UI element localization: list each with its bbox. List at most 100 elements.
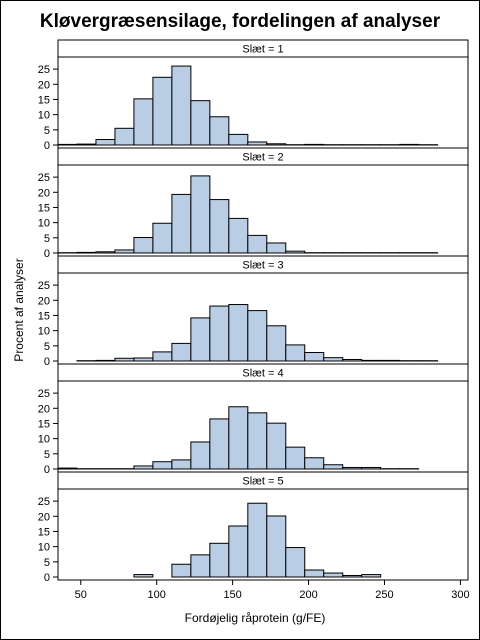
panel-5-bar-17 (361, 574, 382, 578)
panel-2-bar-13 (285, 250, 306, 254)
panel-3-bar-17 (361, 359, 382, 362)
panel-3-bar-11 (247, 310, 268, 362)
panel-1-strip-label: Slæt = 1 (242, 44, 283, 56)
panel-4-bar-6 (152, 461, 173, 470)
panel-4-bar-10 (228, 406, 249, 470)
panel-3-y-tick-label-20: 20 (38, 295, 50, 307)
panel-3-bar-10 (228, 304, 249, 362)
panel-2-y-tick-label-15: 15 (38, 202, 50, 214)
panel-4-y-tick-label-15: 15 (38, 418, 50, 430)
panel-5-bar-11 (247, 502, 268, 578)
x-tick-label-300: 300 (451, 589, 469, 601)
panel-3-strip-label: Slæt = 3 (242, 260, 283, 272)
panel-3-bar-9 (209, 305, 230, 362)
panel-1-bar-2 (76, 143, 97, 146)
panel-4: Slæt = 4 0 5 10 15 20 25 (38, 363, 469, 476)
panel-3-bar-12 (266, 325, 287, 362)
panel-3-y-tick-label-15: 15 (38, 310, 50, 322)
panel-1-bar-5 (133, 98, 154, 146)
x-axis-label: Fordøjelig råprotein (g/FE) (185, 611, 326, 625)
panel-4-bar-7 (171, 459, 192, 470)
x-tick-label-200: 200 (299, 589, 317, 601)
chart-title: Kløvergræsensilage, fordelingen af analy… (40, 11, 441, 32)
panel-2-bar-8 (190, 175, 211, 254)
panel-4-bar-9 (209, 418, 230, 470)
panel-1-y-tick-label-0: 0 (44, 140, 50, 152)
panel-1-bar-7 (171, 65, 192, 146)
panel-2-bar-11 (247, 234, 268, 254)
panel-4-y-tick-label-25: 25 (38, 388, 50, 400)
panel-3-bar-16 (342, 358, 363, 362)
panel-2-bar-10 (228, 217, 249, 254)
panel-4-bar-16 (342, 466, 363, 470)
panel-4-bar-8 (190, 441, 211, 470)
panel-1-y-tick-label-15: 15 (38, 94, 50, 106)
panel-4-bar-13 (285, 446, 306, 470)
panel-3-bar-18 (380, 359, 401, 362)
panel-5-strip-label: Slæt = 5 (242, 476, 283, 488)
panel-2-y-tick-label-25: 25 (38, 172, 50, 184)
panel-5-y-tick-label-15: 15 (38, 526, 50, 538)
panel-5-y-tick-label-0: 0 (44, 572, 50, 584)
panel-5: Slæt = 5 0 5 10 15 20 25 (38, 471, 469, 584)
panel-2-bar-12 (266, 242, 287, 254)
panel-3-bar-5 (133, 357, 154, 362)
panel-4-strip-label: Slæt = 4 (242, 368, 283, 380)
panel-4-bar-15 (323, 464, 344, 470)
panel-5-bar-13 (285, 547, 306, 578)
x-tick-label-50: 50 (75, 589, 87, 601)
panel-5-bar-10 (228, 525, 249, 578)
panel-5-bar-8 (190, 554, 211, 578)
panel-2-y-tick-label-0: 0 (44, 248, 50, 260)
panel-1-bar-19 (399, 143, 420, 146)
panel-1-bar-4 (114, 127, 135, 146)
panel-4-y-tick-label-5: 5 (44, 449, 50, 461)
panel-1-y-tick-label-10: 10 (38, 110, 50, 122)
panel-3-bar-3 (95, 359, 116, 362)
x-tick-label-150: 150 (223, 589, 241, 601)
panel-3-bar-14 (304, 352, 325, 362)
panel-2-bar-5 (133, 237, 154, 254)
x-tick-label-250: 250 (375, 589, 393, 601)
panel-1-bar-14 (304, 143, 325, 146)
panel-1-bar-6 (152, 76, 173, 146)
panel-2-y-tick-label-20: 20 (38, 187, 50, 199)
panel-1-y-tick-label-25: 25 (38, 64, 50, 76)
panel-4-bar-14 (304, 457, 325, 470)
x-axis: 50 100 150 200 250 300 (75, 580, 470, 601)
panel-3-y-tick-label-25: 25 (38, 280, 50, 292)
panel-3-bar-4 (114, 357, 135, 362)
panel-3-bar-15 (323, 357, 344, 362)
panel-4-y-tick-label-20: 20 (38, 403, 50, 415)
panel-5-bar-14 (304, 569, 325, 578)
x-tick-label-100: 100 (148, 589, 166, 601)
panel-4-bar-5 (133, 465, 154, 470)
panel-1-y-tick-label-5: 5 (44, 125, 50, 137)
panel-5-bar-12 (266, 515, 287, 578)
panel-3: Slæt = 3 0 5 10 15 20 25 (38, 255, 469, 368)
panel-2-bar-2 (76, 251, 97, 254)
panel-3-bar-7 (171, 342, 192, 362)
panel-5-y-tick-label-10: 10 (38, 542, 50, 554)
panel-5-y-tick-label-25: 25 (38, 496, 50, 508)
panel-5-y-tick-label-5: 5 (44, 557, 50, 569)
panel-4-bar-11 (247, 412, 268, 470)
panel-4-y-tick-label-10: 10 (38, 434, 50, 446)
panel-2-bar-6 (152, 222, 173, 254)
panel-2: Slæt = 2 0 5 10 15 20 25 (38, 147, 469, 260)
panel-2-strip-label: Slæt = 2 (242, 152, 283, 164)
panel-1: Slæt = 1 0 5 10 15 20 25 (38, 39, 469, 152)
panel-3-bar-6 (152, 351, 173, 362)
panel-2-bar-7 (171, 193, 192, 254)
panel-2-y-tick-label-5: 5 (44, 233, 50, 245)
panel-4-bar-12 (266, 422, 287, 470)
panel-2-bar-4 (114, 249, 135, 254)
panel-1-bar-3 (95, 139, 116, 146)
panel-5-bar-5 (133, 574, 154, 578)
panel-3-y-tick-label-0: 0 (44, 356, 50, 368)
panel-5-bar-7 (171, 563, 192, 578)
panel-2-bar-9 (209, 199, 230, 254)
panel-1-y-tick-label-20: 20 (38, 79, 50, 91)
panel-3-bar-13 (285, 344, 306, 362)
